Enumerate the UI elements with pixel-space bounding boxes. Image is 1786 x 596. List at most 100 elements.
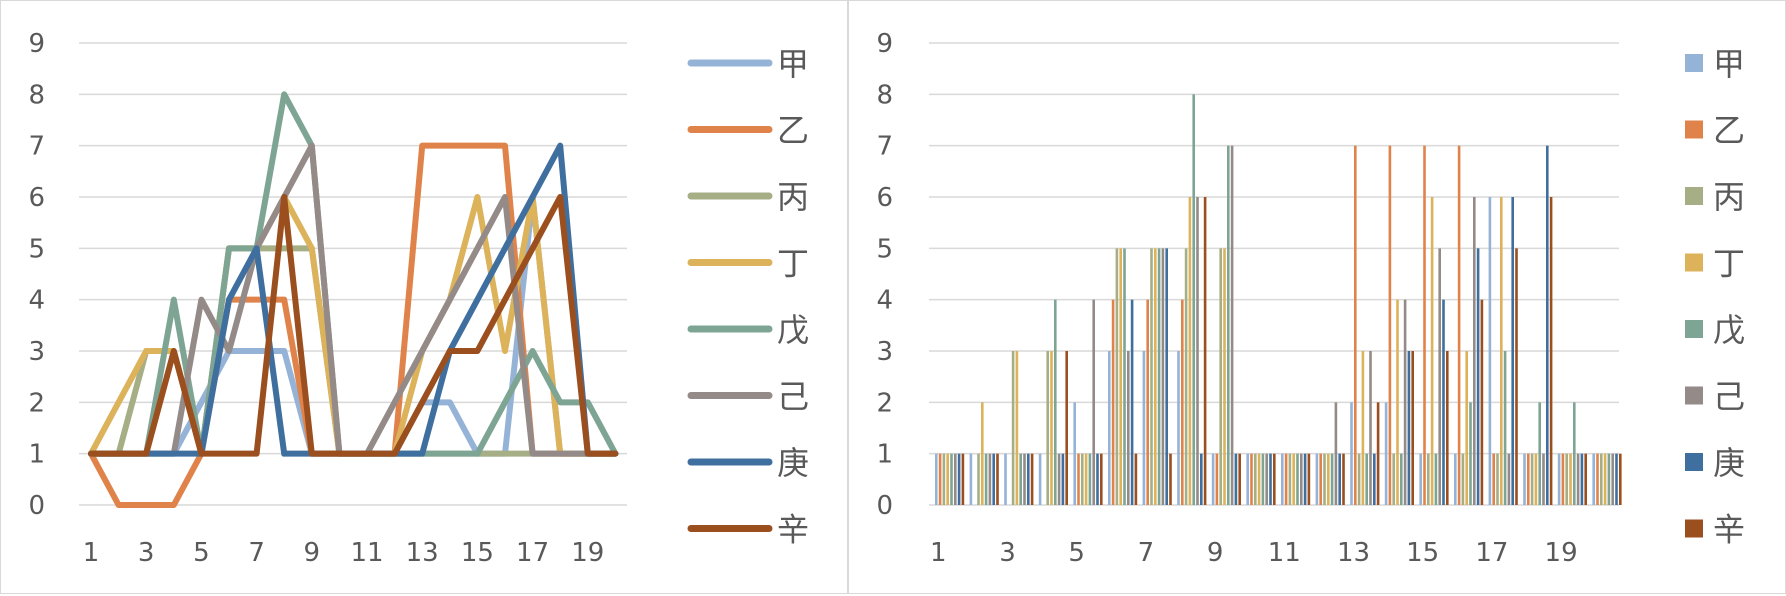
- legend-item-庚: 庚: [1685, 444, 1745, 482]
- bar-甲-9: [1211, 453, 1215, 505]
- bar-戊-7: [1157, 248, 1161, 506]
- chart1-y-tick-label: 2: [876, 388, 893, 418]
- bar-甲-2: [969, 453, 973, 505]
- bar-己-10: [1265, 453, 1268, 505]
- chart1-y-tick-label: 6: [876, 183, 893, 213]
- bar-甲-13: [1350, 402, 1353, 505]
- bar-乙-11: [1284, 453, 1288, 505]
- bar-辛-2: [996, 453, 999, 505]
- bar-辛-4: [1065, 351, 1068, 505]
- bar-戊-6: [1123, 248, 1126, 506]
- chart1-y-tick-label: 1: [876, 440, 893, 470]
- bar-己-3: [1023, 453, 1026, 505]
- chart0-series-group: [88, 91, 619, 508]
- chart1-series-group: [935, 94, 1622, 506]
- bar-丁-4: [1050, 351, 1053, 505]
- bar-丁-5: [1084, 453, 1088, 505]
- chart1-x-tick-label: 11: [1268, 538, 1301, 568]
- line-chart-panel: 0 1 2 3 4 5 6 7 8 9 1 3 5 7 9 11 13 15 17 19 甲乙丙丁戊己庚辛: [0, 0, 848, 594]
- bar-乙-8: [1181, 299, 1184, 505]
- bar-丁-7: [1154, 248, 1157, 506]
- legend-swatch-甲: [1685, 54, 1703, 72]
- legend-label-丁: 丁: [777, 245, 809, 283]
- legend-label-己: 己: [777, 378, 809, 416]
- bar-己-12: [1334, 402, 1338, 505]
- legend-label-甲: 甲: [777, 45, 809, 83]
- bar-戊-11: [1296, 453, 1299, 505]
- bar-丙-3: [1011, 351, 1015, 505]
- chart1-x-tick-label: 7: [1138, 538, 1155, 568]
- legend-item-戊: 戊: [687, 311, 809, 349]
- bar-丙-9: [1219, 248, 1222, 506]
- chart1-x-tick-label: 13: [1337, 538, 1370, 568]
- chart0-y-tick-label: 0: [28, 491, 45, 521]
- bar-己-9: [1230, 145, 1234, 505]
- bar-丁-2: [981, 402, 984, 505]
- legend-swatch-己: [1685, 386, 1703, 405]
- legend-label-辛: 辛: [1713, 511, 1745, 549]
- bar-丁-18: [1534, 453, 1538, 505]
- legend-swatch-丙: [1685, 187, 1703, 205]
- chart1-y-tick-label: 3: [876, 337, 893, 367]
- bar-丁-3: [1015, 351, 1019, 505]
- bar-己-15: [1438, 248, 1441, 506]
- legend-item-戊: 戊: [1685, 311, 1745, 349]
- bar-辛-16: [1480, 299, 1484, 505]
- bar-戊-14: [1400, 453, 1403, 505]
- bar-庚-20: [1615, 453, 1618, 505]
- bar-庚-19: [1580, 453, 1584, 505]
- bar-甲-4: [1038, 453, 1042, 505]
- bar-乙-17: [1492, 453, 1495, 505]
- bar-庚-10: [1269, 453, 1272, 505]
- legend-swatch-庚: [1685, 453, 1703, 471]
- legend-item-庚: 庚: [687, 444, 809, 482]
- bar-甲-11: [1281, 453, 1284, 505]
- bar-庚-7: [1165, 248, 1168, 506]
- bar-丙-20: [1600, 453, 1603, 505]
- series-line-戊: [88, 91, 619, 457]
- bar-辛-13: [1376, 402, 1380, 505]
- bar-乙-14: [1388, 145, 1392, 505]
- legend-item-己: 己: [687, 378, 809, 416]
- legend-item-甲: 甲: [687, 45, 809, 83]
- bar-乙-6: [1111, 299, 1115, 505]
- chart1-y-tick-label: 5: [876, 234, 893, 264]
- chart0-x-tick-label: 13: [406, 538, 439, 568]
- series-line-辛: [88, 194, 619, 457]
- bar-庚-16: [1476, 248, 1480, 506]
- bar-辛-8: [1203, 197, 1207, 505]
- bar-己-2: [988, 453, 992, 505]
- bar-丁-1: [946, 453, 949, 505]
- bar-丁-14: [1396, 299, 1399, 505]
- bar-丁-16: [1465, 351, 1468, 505]
- chart1-x-tick-label: 9: [1207, 538, 1224, 568]
- bar-丁-10: [1257, 453, 1261, 505]
- chart1-x-tick-label: 19: [1545, 538, 1578, 568]
- bar-甲-10: [1246, 453, 1249, 505]
- legend-label-己: 己: [1713, 378, 1745, 416]
- bar-庚-15: [1442, 299, 1445, 505]
- legend-item-乙: 乙: [687, 112, 809, 150]
- bar-庚-8: [1200, 453, 1203, 505]
- bar-辛-9: [1238, 453, 1241, 505]
- chart1-x-tick-label: 17: [1475, 538, 1508, 568]
- bar-辛-15: [1446, 351, 1449, 505]
- legend-item-辛: 辛: [687, 511, 809, 549]
- chart1-x-tick-label: 3: [999, 538, 1016, 568]
- bar-辛-19: [1584, 453, 1587, 505]
- bar-己-18: [1542, 453, 1545, 505]
- bar-丁-9: [1223, 248, 1226, 506]
- legend-item-丁: 丁: [1685, 245, 1745, 283]
- bar-乙-7: [1146, 299, 1149, 505]
- bar-乙-18: [1527, 453, 1530, 505]
- legend-swatch-乙: [1685, 120, 1703, 139]
- bar-戊-15: [1434, 453, 1438, 505]
- chart1-x-tick-label: 15: [1406, 538, 1439, 568]
- bar-甲-5: [1073, 402, 1076, 505]
- bar-辛-12: [1342, 453, 1345, 505]
- legend-swatch-丁: [1685, 253, 1703, 272]
- legend-item-己: 己: [1685, 378, 1745, 416]
